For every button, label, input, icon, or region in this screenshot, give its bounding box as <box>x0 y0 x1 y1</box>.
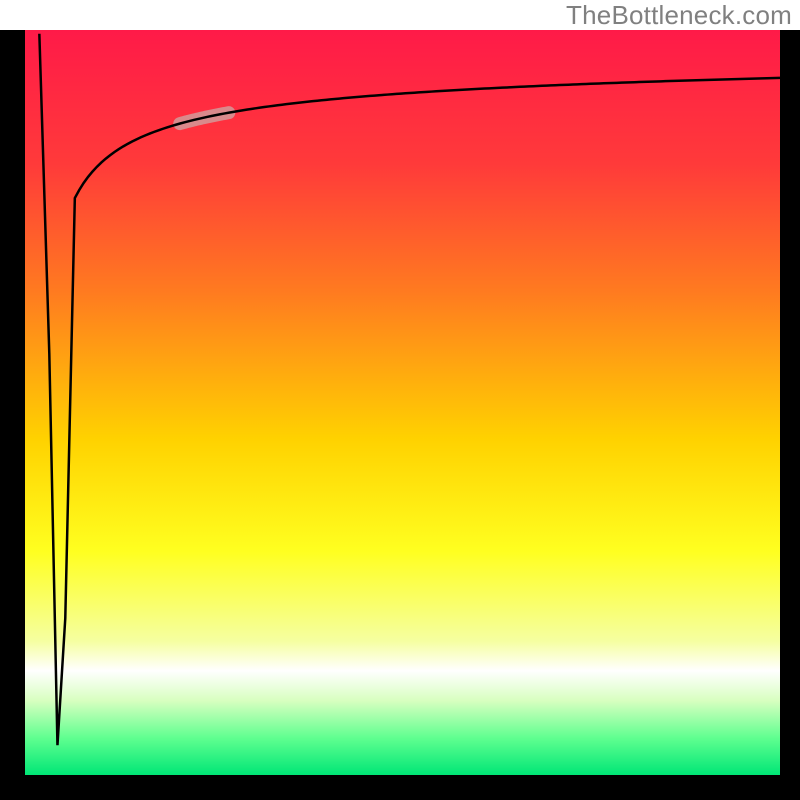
x-axis <box>0 775 800 800</box>
chart-canvas <box>0 0 800 800</box>
attribution-text: TheBottleneck.com <box>566 0 792 31</box>
y-axis-right <box>780 30 800 800</box>
chart-container: TheBottleneck.com <box>0 0 800 800</box>
y-axis-left <box>0 30 25 800</box>
plot-background <box>25 30 780 775</box>
